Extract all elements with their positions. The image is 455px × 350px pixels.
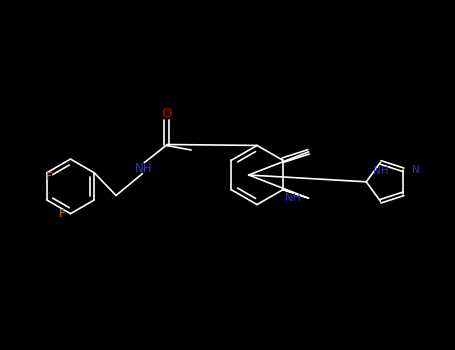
Text: NH: NH — [373, 166, 388, 176]
Text: NH: NH — [135, 162, 152, 175]
Text: N: N — [411, 165, 419, 175]
Text: F: F — [46, 172, 52, 182]
Text: O: O — [161, 107, 172, 120]
Text: NH: NH — [285, 193, 300, 203]
Text: F: F — [59, 209, 66, 219]
